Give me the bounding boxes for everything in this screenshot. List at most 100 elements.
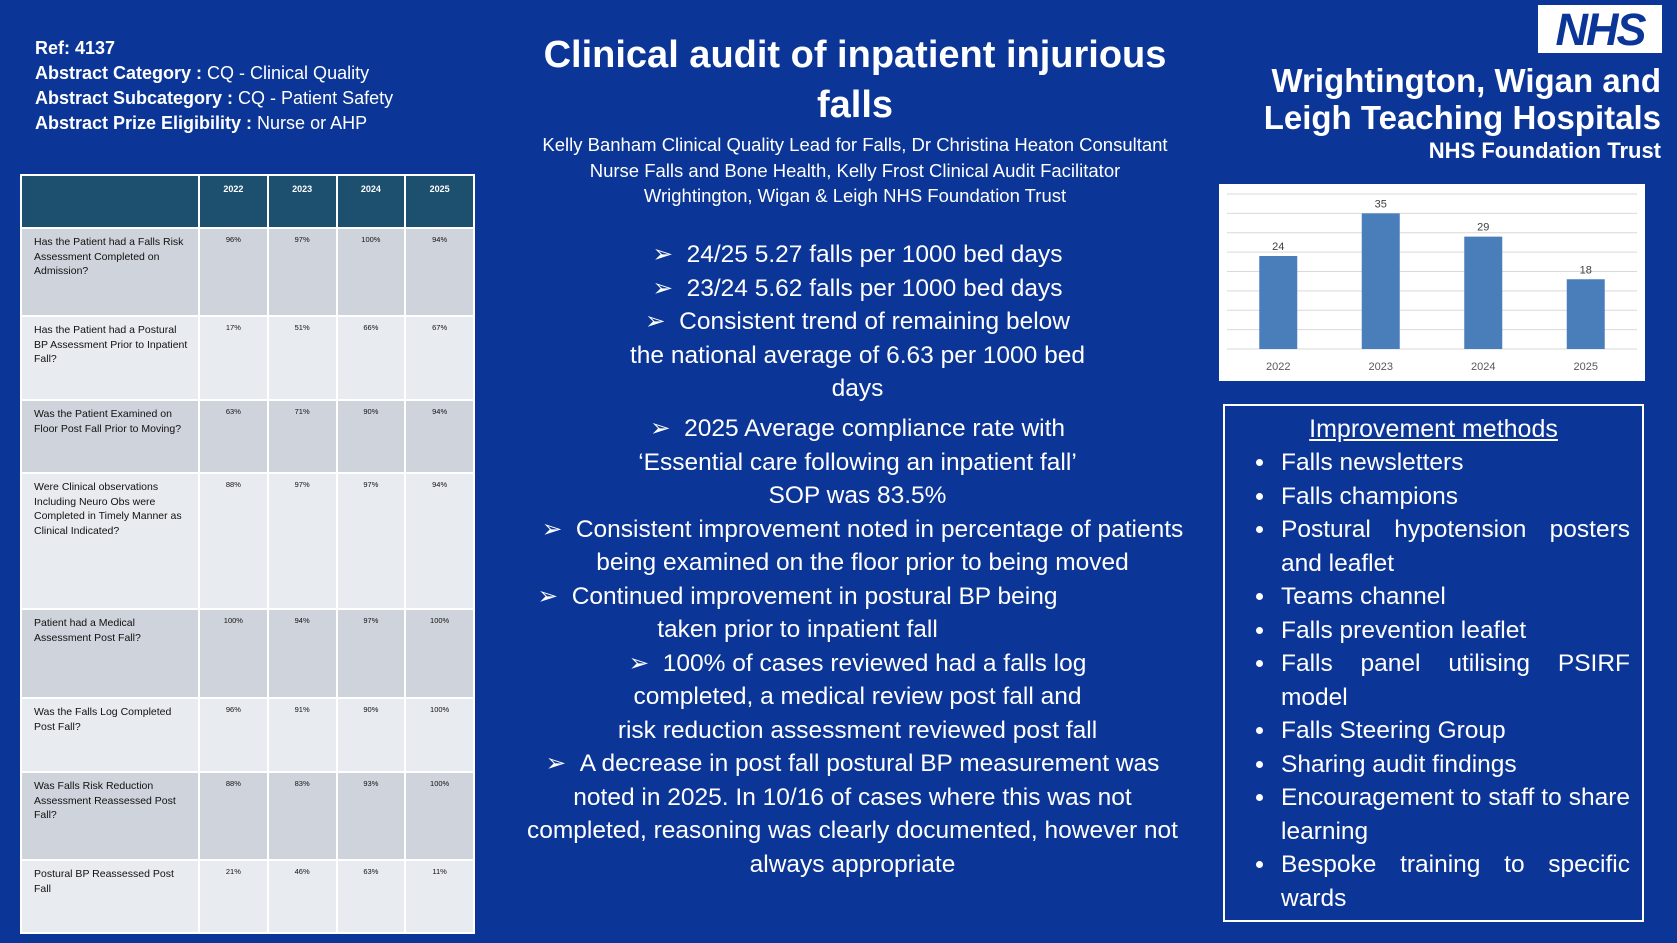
- abstract-subcategory: Abstract Subcategory : CQ - Patient Safe…: [35, 88, 394, 108]
- table-cell: 97%: [335, 608, 407, 699]
- table-row: Patient had a Medical Assessment Post Fa…: [20, 608, 475, 699]
- table-cell: 97%: [266, 472, 338, 610]
- table-cell: 93%: [335, 771, 407, 861]
- table-cell: 97%: [335, 472, 407, 610]
- audit-results-table: 2022 2023 2024 2025 Has the Patient had …: [20, 174, 475, 934]
- table-cell: 88%: [198, 771, 269, 861]
- table-cell: 88%: [198, 472, 269, 610]
- findings-list: 2025 Average compliance rate with ‘Essen…: [505, 412, 1210, 881]
- finding-item: 2025 Average compliance rate with ‘Essen…: [505, 412, 1210, 513]
- table-question: Was the Patient Examined on Floor Post F…: [20, 399, 200, 474]
- author-line: Kelly Banham Clinical Quality Lead for F…: [542, 134, 1168, 155]
- table-row: Has the Patient had a Postural BP Assess…: [20, 315, 475, 401]
- table-cell: 21%: [198, 859, 269, 934]
- finding-item: Consistent improvement noted in percenta…: [505, 513, 1210, 580]
- table-cell: 90%: [335, 399, 407, 474]
- method-item: Falls champions: [1277, 480, 1630, 514]
- table-cell: 83%: [266, 771, 338, 861]
- table-cell: 100%: [335, 227, 407, 317]
- table-row: Postural BP Reassessed Post Fall 21% 46%…: [20, 859, 475, 934]
- chart-bar: [1566, 279, 1605, 349]
- table-cell: 94%: [266, 608, 338, 699]
- table-question: Has the Patient had a Postural BP Assess…: [20, 315, 200, 401]
- improvement-methods-list: Falls newsletters Falls champions Postur…: [1225, 446, 1642, 915]
- chart-bar: [1464, 236, 1503, 349]
- table-cell: 100%: [404, 771, 475, 861]
- method-item: Bespoke training to specific wards: [1277, 848, 1630, 915]
- method-item: Falls newsletters: [1277, 446, 1630, 480]
- table-cell: 17%: [198, 315, 269, 401]
- author-line: Wrightington, Wigan & Leigh NHS Foundati…: [643, 185, 1067, 206]
- chart-x-tick-label: 2024: [1471, 361, 1495, 373]
- table-header-row: 2022 2023 2024 2025: [20, 174, 475, 229]
- table-cell: 67%: [404, 315, 475, 401]
- chart-bar: [1259, 256, 1298, 349]
- table-cell: 94%: [404, 472, 475, 610]
- method-item: Postural hypotension posters and leaflet: [1277, 513, 1630, 580]
- finding-item: A decrease in post fall postural BP meas…: [505, 747, 1210, 881]
- method-item: Teams channel: [1277, 580, 1630, 614]
- chart-x-tick-label: 2025: [1574, 361, 1598, 373]
- author-line: Nurse Falls and Bone Health, Kelly Frost…: [589, 159, 1121, 181]
- table-cell: 94%: [404, 227, 475, 317]
- table-cell: 66%: [335, 315, 407, 401]
- nhs-logo: NHS: [1538, 5, 1662, 55]
- ref-number: Ref: 4137: [35, 38, 116, 58]
- table-cell: 63%: [198, 399, 269, 474]
- poster-title: Clinical audit of inpatient injurious fa…: [543, 34, 1167, 126]
- fall-rate-item: 23/24 5.62 falls per 1000 bed days: [505, 272, 1210, 306]
- trust-subtitle: NHS Foundation Trust: [1428, 138, 1661, 163]
- authors: Kelly Banham Clinical Quality Lead for F…: [505, 132, 1205, 209]
- table-cell: 100%: [404, 697, 475, 773]
- finding-item: Continued improvement in postural BP bei…: [505, 580, 1210, 647]
- chart-data-label: 35: [1375, 198, 1387, 210]
- table-header-year: 2024: [335, 174, 407, 229]
- method-item: Falls prevention leaflet: [1277, 614, 1630, 648]
- table-row: Were Clinical observations Including Neu…: [20, 472, 475, 610]
- table-cell: 96%: [198, 227, 269, 317]
- table-question: Postural BP Reassessed Post Fall: [20, 859, 200, 934]
- table-cell: 90%: [335, 697, 407, 773]
- abstract-prize: Abstract Prize Eligibility : Nurse or AH…: [35, 113, 368, 133]
- falls-bar-chart: 24 2022 35 2023 29 2024 18 2025: [1219, 184, 1645, 381]
- finding-item: 100% of cases reviewed had a falls log c…: [505, 647, 1210, 748]
- table-row: Was the Patient Examined on Floor Post F…: [20, 399, 475, 474]
- table-cell: 71%: [266, 399, 338, 474]
- table-row: Was the Falls Log Completed Post Fall? 9…: [20, 697, 475, 773]
- fall-rate-item: 24/25 5.27 falls per 1000 bed days: [505, 238, 1210, 272]
- table-row: Was Falls Risk Reduction Assessment Reas…: [20, 771, 475, 861]
- chart-data-label: 24: [1272, 241, 1284, 253]
- abstract-meta: Ref: 4137 Abstract Category : CQ - Clini…: [35, 36, 393, 136]
- trust-name: Wrightington, Wigan and Leigh Teaching H…: [1263, 62, 1661, 136]
- table-cell: 96%: [198, 697, 269, 773]
- table-row: Has the Patient had a Falls Risk Assessm…: [20, 227, 475, 317]
- table-question: Was Falls Risk Reduction Assessment Reas…: [20, 771, 200, 861]
- table-cell: 91%: [266, 697, 338, 773]
- table-header-year: 2022: [198, 174, 269, 229]
- table-question: Were Clinical observations Including Neu…: [20, 472, 200, 610]
- table-header-blank: [20, 174, 200, 229]
- chart-bar: [1361, 213, 1400, 349]
- chart-data-label: 18: [1580, 264, 1592, 276]
- method-item: Falls Steering Group: [1277, 714, 1630, 748]
- table-cell: 46%: [266, 859, 338, 934]
- method-item: Sharing audit findings: [1277, 748, 1630, 782]
- table-cell: 97%: [266, 227, 338, 317]
- fall-rate-list: 24/25 5.27 falls per 1000 bed days 23/24…: [505, 238, 1210, 406]
- table-header-year: 2025: [404, 174, 475, 229]
- table-cell: 100%: [404, 608, 475, 699]
- table-cell: 63%: [335, 859, 407, 934]
- improvement-methods-title: Improvement methods: [1309, 415, 1558, 443]
- method-item: Encouragement to staff to share learning: [1277, 781, 1630, 848]
- table-cell: 11%: [404, 859, 475, 934]
- fall-rate-item: Consistent trend of remaining below the …: [505, 305, 1210, 406]
- chart-x-tick-label: 2023: [1369, 361, 1393, 373]
- chart-x-tick-label: 2022: [1266, 361, 1290, 373]
- table-header-year: 2023: [266, 174, 338, 229]
- improvement-methods-box: Improvement methods Falls newsletters Fa…: [1223, 404, 1644, 922]
- table-cell: 100%: [198, 608, 269, 699]
- table-cell: 94%: [404, 399, 475, 474]
- abstract-category: Abstract Category : CQ - Clinical Qualit…: [35, 63, 370, 83]
- method-item: Falls panel utilising PSIRF model: [1277, 647, 1630, 714]
- chart-data-label: 29: [1477, 222, 1489, 234]
